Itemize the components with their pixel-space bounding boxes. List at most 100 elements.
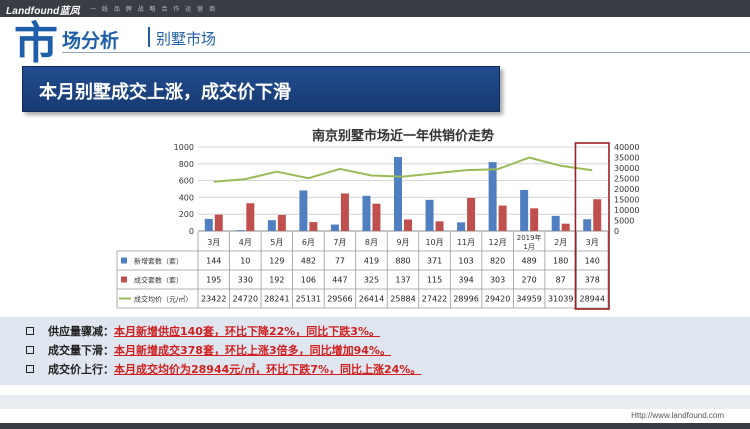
y-right-tick-label: 20000	[614, 185, 639, 194]
table-cell-value: 115	[427, 276, 442, 285]
bar-sales	[467, 197, 476, 231]
bar-new-supply	[457, 222, 466, 231]
footer-divider	[0, 395, 750, 409]
y-right-tick-label: 25000	[614, 175, 639, 184]
notes-panel: 供应量骤减：本月新增供应140套，环比下降22%，同比下跌3%。 成交量下滑：本…	[0, 317, 750, 385]
y-left-tick-label: 1000	[174, 143, 194, 152]
bar-sales	[214, 214, 223, 231]
legend-swatch	[121, 276, 127, 283]
table-cell-value: 140	[585, 257, 600, 266]
x-tick-label: 11月	[457, 238, 475, 247]
table-cell-value: 26414	[359, 295, 384, 304]
section-separator	[148, 27, 150, 47]
section-big-char: 市	[14, 18, 58, 69]
table-cell-value: 34959	[516, 295, 541, 304]
table-cell-value: 24720	[233, 295, 258, 304]
brand-slogan: 一 线 品 牌 战 略 合 作 运 营 商	[90, 6, 218, 13]
bar-new-supply	[551, 215, 560, 231]
table-cell-value: 192	[269, 276, 284, 285]
table-cell-value: 195	[206, 276, 221, 285]
legend-label: 成交套数（套）	[134, 276, 183, 285]
y-right-tick-label: 40000	[614, 143, 639, 152]
table-cell-value: 394	[458, 276, 473, 285]
x-tick-label: 4月	[239, 238, 252, 247]
x-tick-label: 6月	[302, 238, 315, 247]
section-subtitle: 别墅市场	[156, 30, 217, 48]
note-text: 本月新增成交378套，环比上涨3倍多，同比增加94%。	[114, 344, 391, 357]
table-cell-value: 29566	[327, 295, 352, 304]
note-text: 本月成交均价为28944元/㎡，环比下跌7%，同比上涨24%。	[114, 363, 422, 376]
table-cell-value: 270	[522, 276, 537, 285]
legend-label: 新增套数（套）	[134, 257, 183, 266]
y-right-tick-label: 30000	[614, 164, 639, 173]
headline-text: 本月别墅成交上涨，成交价下滑	[39, 82, 291, 103]
bar-new-supply	[362, 195, 371, 231]
bar-sales	[277, 214, 286, 231]
table-cell-value: 371	[427, 257, 442, 266]
y-left-tick-label: 600	[179, 177, 194, 186]
legend-label: 成交均价（元/㎡）	[134, 295, 192, 304]
table-cell-value: 25884	[390, 295, 415, 304]
bar-new-supply	[267, 220, 276, 231]
bar-sales	[246, 203, 255, 231]
x-tick-label: 5月	[270, 238, 283, 247]
x-tick-label: 12月	[489, 238, 507, 247]
chart-title: 南京别墅市场近一年供销价走势	[312, 128, 494, 144]
highlight-current-month	[574, 142, 610, 310]
bar-new-supply	[425, 199, 434, 231]
table-cell-value: 31039	[548, 295, 573, 304]
table-cell-value: 820	[490, 257, 505, 266]
table-cell-value: 23422	[201, 295, 226, 304]
table-cell-value: 28944	[580, 295, 605, 304]
table-cell-value: 330	[238, 276, 253, 285]
y-right-tick-label: 15000	[614, 196, 639, 205]
note-price: 成交价上行：本月成交均价为28944元/㎡，环比下跌7%，同比上涨24%。	[26, 362, 421, 378]
table-cell-value: 880	[395, 257, 410, 266]
y-left-tick-label: 200	[179, 210, 194, 219]
table-cell-value: 137	[395, 276, 410, 285]
table-cell-value: 129	[269, 257, 284, 266]
bar-new-supply	[204, 218, 213, 231]
table-cell-value: 447	[332, 276, 347, 285]
table-cell-value: 29420	[485, 295, 510, 304]
x-tick-label: 3月	[207, 238, 220, 247]
y-left-tick-label: 400	[179, 193, 194, 202]
bar-new-supply	[583, 219, 592, 231]
bar-new-supply	[520, 189, 529, 231]
bar-new-supply	[299, 190, 308, 231]
y-right-tick-label: 0	[614, 227, 619, 236]
x-tick-label: 3月	[586, 238, 599, 247]
bar-new-supply	[330, 224, 339, 231]
table-cell-value: 25131	[296, 295, 321, 304]
top-bar: Landfound蓝凤 一 线 品 牌 战 略 合 作 运 营 商	[0, 0, 750, 17]
bar-sales	[404, 219, 412, 231]
table-cell-value: 482	[301, 257, 316, 266]
legend-swatch	[121, 257, 127, 264]
bar-sales	[372, 203, 381, 231]
table-cell-value: 27422	[422, 295, 447, 304]
bar-new-supply	[394, 157, 402, 231]
table-cell-value: 325	[364, 276, 379, 285]
note-supply: 供应量骤减：本月新增供应140套，环比下降22%，同比下跌3%。	[26, 324, 380, 340]
bar-sales	[561, 223, 570, 231]
x-tick-label: 9月	[396, 238, 409, 247]
table-cell-value: 28241	[264, 295, 289, 304]
x-tick-label: 8月	[365, 238, 378, 247]
table-cell-value: 378	[585, 276, 600, 285]
note-label: 成交量下滑：	[48, 344, 114, 357]
headline-banner: 本月别墅成交上涨，成交价下滑	[22, 66, 500, 112]
table-cell-value: 28996	[453, 295, 478, 304]
bar-new-supply	[236, 230, 245, 231]
title-underline	[62, 52, 750, 53]
note-text: 本月新增供应140套，环比下降22%，同比下跌3%。	[114, 325, 380, 338]
table-cell-value: 87	[556, 276, 566, 285]
y-left-tick-label: 800	[179, 160, 194, 169]
supply-sales-price-chart: 南京别墅市场近一年供销价走势02004006008001000050001000…	[116, 128, 639, 310]
bar-sales	[530, 208, 539, 231]
footer-url[interactable]: Http://www.landfound.com	[631, 411, 724, 420]
bullet-box-icon	[26, 365, 34, 373]
bar-sales	[593, 199, 602, 231]
bar-sales	[435, 221, 444, 231]
table-cell-value: 303	[490, 276, 505, 285]
footer-bar	[0, 423, 750, 429]
